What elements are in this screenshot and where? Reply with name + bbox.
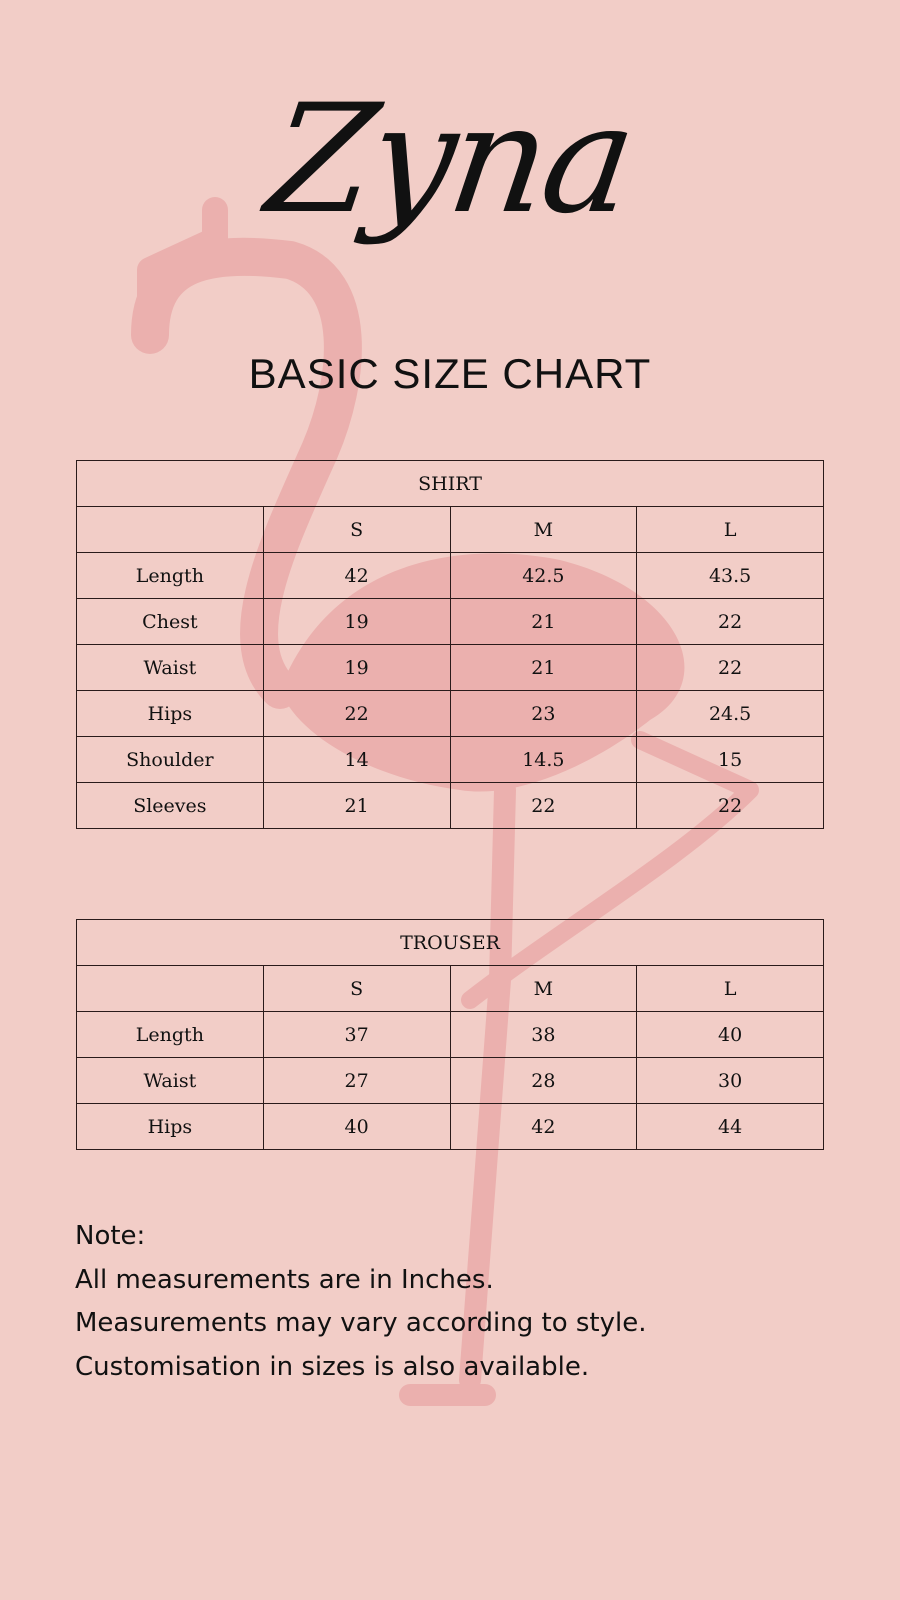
table-row: Shoulder 14 14.5 15	[76, 736, 824, 783]
size-label: M	[449, 506, 638, 553]
trouser-size-table: TROUSER S M L Length 37 38 40 Waist 27 28 30 Hip…	[76, 919, 824, 1150]
measurement-value: 21	[262, 782, 451, 829]
measurement-value: 44	[636, 1103, 824, 1150]
measurement-value: 28	[449, 1057, 638, 1104]
measurement-label: Hips	[76, 690, 264, 737]
measurement-value: 40	[262, 1103, 451, 1150]
measurement-value: 19	[262, 598, 451, 645]
measurement-value: 27	[262, 1057, 451, 1104]
measurement-label: Waist	[76, 1057, 264, 1104]
measurement-value: 43.5	[636, 552, 824, 599]
shirt-size-table: SHIRT S M L Length 42 42.5 43.5 Chest 19 21 22 W…	[76, 460, 824, 829]
measurement-value: 15	[636, 736, 824, 783]
measurement-value: 38	[449, 1011, 638, 1058]
note-line: All measurements are in Inches.	[75, 1264, 494, 1295]
empty-cell	[76, 965, 264, 1012]
measurement-label: Sleeves	[76, 782, 264, 829]
table-row: Hips 22 23 24.5	[76, 690, 824, 737]
measurement-value: 22	[636, 598, 824, 645]
measurement-value: 30	[636, 1057, 824, 1104]
measurement-label: Shoulder	[76, 736, 264, 783]
measurement-value: 42	[262, 552, 451, 599]
size-label: L	[636, 965, 824, 1012]
measurement-label: Length	[76, 1011, 264, 1058]
note-heading: Note:	[75, 1221, 146, 1251]
table-row: Waist 27 28 30	[76, 1057, 824, 1104]
measurement-value: 14.5	[449, 736, 638, 783]
measurement-label: Chest	[76, 598, 264, 645]
measurement-value: 22	[636, 644, 824, 691]
shirt-heading: SHIRT	[76, 460, 824, 507]
measurement-value: 23	[449, 690, 638, 737]
size-label: L	[636, 506, 824, 553]
zyna-logo: Zyna	[258, 73, 642, 247]
table-row: Length 37 38 40	[76, 1011, 824, 1058]
note-section: Note: All measurements are in Inches. Me…	[75, 1215, 647, 1389]
table-row: Length 42 42.5 43.5	[76, 552, 824, 599]
table-row: Sleeves 21 22 22	[76, 782, 824, 829]
measurement-value: 24.5	[636, 690, 824, 737]
table-row: Waist 19 21 22	[76, 644, 824, 691]
measurement-value: 22	[449, 782, 638, 829]
size-label: S	[262, 965, 451, 1012]
size-label: M	[449, 965, 638, 1012]
size-header-row: S M L	[76, 965, 824, 1012]
table-row: Chest 19 21 22	[76, 598, 824, 645]
note-line: Customisation in sizes is also available…	[75, 1351, 590, 1382]
measurement-value: 22	[262, 690, 451, 737]
measurement-value: 21	[449, 598, 638, 645]
size-label: S	[262, 506, 451, 553]
measurement-label: Hips	[76, 1103, 264, 1150]
measurement-value: 14	[262, 736, 451, 783]
trouser-heading: TROUSER	[76, 919, 824, 966]
empty-cell	[76, 506, 264, 553]
note-line: Measurements may vary according to style…	[75, 1308, 647, 1338]
page-title: BASIC SIZE CHART	[248, 350, 652, 397]
table-row: Hips 40 42 44	[76, 1103, 824, 1150]
measurement-value: 22	[636, 782, 824, 829]
size-header-row: S M L	[76, 506, 824, 553]
measurement-value: 19	[262, 644, 451, 691]
measurement-value: 42	[449, 1103, 638, 1150]
measurement-value: 37	[262, 1011, 451, 1058]
measurement-value: 21	[449, 644, 638, 691]
measurement-value: 42.5	[449, 552, 638, 599]
measurement-label: Length	[76, 552, 264, 599]
measurement-label: Waist	[76, 644, 264, 691]
measurement-value: 40	[636, 1011, 824, 1058]
